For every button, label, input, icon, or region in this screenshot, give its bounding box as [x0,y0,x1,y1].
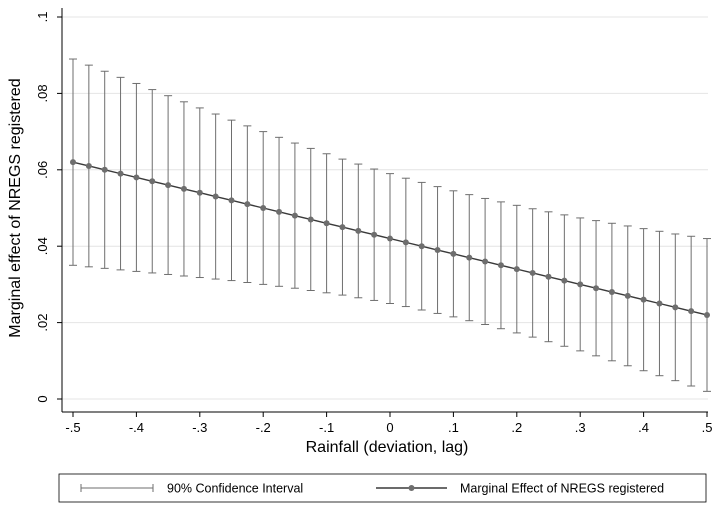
x-tick-label: -.5 [65,420,80,435]
x-tick-label: -.4 [129,420,144,435]
y-tick-label: .08 [35,84,50,102]
marginal-effect-point [323,220,330,227]
y-tick-label: 0 [35,395,50,402]
x-tick-label: .1 [448,420,459,435]
x-tick-label: 0 [386,420,393,435]
marginal-effect-point [482,258,489,265]
marginal-effect-point [85,162,92,169]
marginal-effect-point [307,216,314,223]
marginal-effect-point [387,235,393,242]
marginal-effect-series [70,159,710,318]
legend-item-marginal-effect: Marginal Effect of NREGS registered [376,482,664,496]
marginal-effect-point [529,269,536,276]
marginal-effect-point [149,178,156,185]
x-tick-label: -.3 [192,420,207,435]
marginal-effect-point [402,239,409,246]
marginal-effect-point [371,231,378,238]
marginal-effect-point [497,262,504,269]
x-tick-label: -.2 [256,420,271,435]
marginal-effect-point [688,308,695,315]
marginal-effect-point [291,212,298,219]
y-tick-label: .02 [35,314,50,332]
marginal-effect-point [450,250,457,257]
marginal-effect-point [545,273,552,280]
legend-item-confidence-interval: 90% Confidence Interval [80,482,303,496]
legend-label-confidence-interval: 90% Confidence Interval [167,482,303,496]
confidence-interval-bars [69,58,711,392]
y-tick-label: .04 [35,237,50,255]
marginal-effect-point [593,285,600,292]
marginal-effect-point [165,182,172,189]
y-tick-label: .1 [35,12,50,23]
marginal-effect-point [434,247,441,254]
marginal-effect-point [640,296,647,303]
marginal-effect-point [624,292,631,299]
legend: 90% Confidence Interval Marginal Effect … [58,473,707,503]
marginal-effect-point [672,304,679,311]
x-tick-label: .2 [511,420,522,435]
x-axis-label: Rainfall (deviation, lag) [306,439,469,456]
marginal-effect-point [276,208,283,215]
marginal-effect-point [466,254,473,261]
marginal-effect-point [133,174,140,181]
marginal-effect-point [513,266,520,273]
marginal-effect-point [228,197,235,204]
y-tick-label: .06 [35,161,50,179]
x-tick-label: .5 [702,420,712,435]
marginal-effect-point [260,205,267,211]
x-tick-label: .4 [638,420,649,435]
marginal-effect-point [418,243,425,250]
x-tick-label: -.1 [319,420,334,435]
legend-label-marginal-effect: Marginal Effect of NREGS registered [460,482,664,496]
axes: 0 .02 .04 .06 .08 .1 -.5 -.4 -.3 -.2 -.1 0 .1 .2 .3 .4.… [35,8,712,435]
marginal-effect-point [339,224,346,231]
marginal-effect-point [656,300,663,307]
marginal-effect-point [704,311,710,318]
legend-me-symbol-marker [408,485,415,491]
marginal-effect-point [577,281,584,288]
gridlines [62,16,708,400]
marginal-effect-point [101,166,108,173]
marginal-effect-point [180,185,187,192]
marginal-effect-point [244,201,251,208]
marginal-effect-point [117,170,124,177]
marginal-effect-point [561,277,568,284]
x-tick-label: .3 [575,420,586,435]
marginal-effect-point [608,289,615,296]
marginal-effect-point [212,193,219,200]
y-axis-label: Marginal effect of NREGS registered [7,78,24,337]
marginal-effect-point [355,227,362,234]
marginal-effect-point [196,189,203,196]
marginal-effect-point [70,159,76,166]
